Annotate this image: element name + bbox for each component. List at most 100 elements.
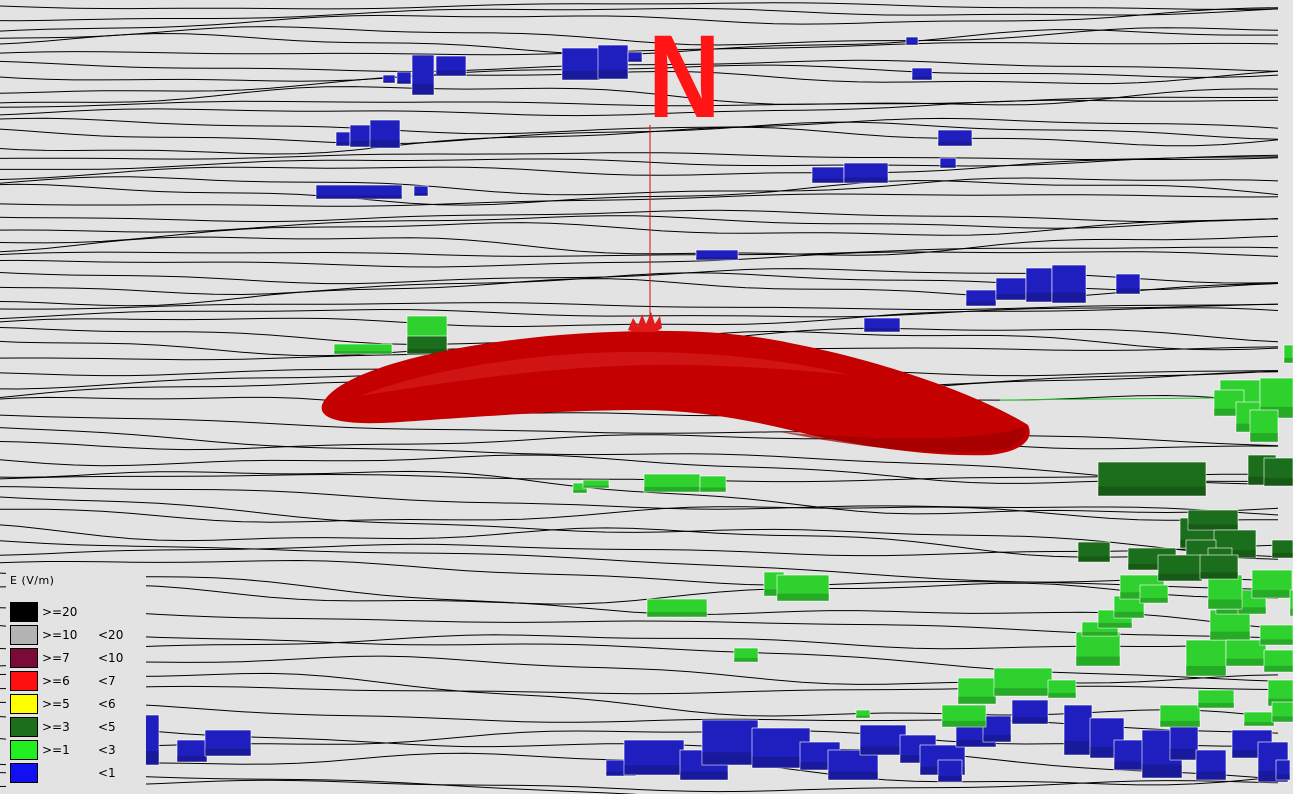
north-marker: N: [648, 11, 721, 143]
building: [1275, 759, 1291, 781]
contour-line: [0, 524, 1279, 560]
contour-line: [0, 496, 1279, 558]
contour-line: [0, 303, 1279, 320]
contour-line: [0, 672, 1279, 718]
building: [1075, 631, 1121, 667]
contour-line: [0, 572, 1279, 629]
building: [1063, 704, 1093, 756]
building: [1263, 649, 1293, 673]
contour-line: [0, 454, 1279, 484]
building: [335, 131, 351, 147]
contour-line: [0, 70, 1279, 94]
building: [204, 729, 252, 757]
building: [1199, 554, 1239, 580]
building: [1283, 344, 1293, 364]
contour-line: [0, 427, 1279, 486]
legend-swatch: [10, 671, 38, 691]
building: [911, 67, 933, 81]
contour-line: [0, 209, 1279, 223]
building: [1197, 689, 1235, 709]
building: [905, 36, 919, 46]
building: [982, 715, 1012, 743]
legend-max-label: <10: [98, 651, 124, 665]
building: [1249, 409, 1279, 443]
building: [1251, 569, 1293, 599]
building: [957, 677, 997, 705]
contour-line: [0, 582, 1279, 605]
contour-line: [0, 634, 1279, 651]
building: [382, 74, 396, 84]
contour-line: [0, 701, 1279, 734]
building: [1195, 749, 1227, 781]
building: [1187, 509, 1239, 531]
building: [315, 184, 403, 200]
contour-line: [0, 246, 1279, 257]
field-pattern-lobe: [321, 312, 1030, 456]
legend-min-label: >=3: [42, 720, 70, 734]
field-pattern-lobe-body: [321, 330, 1030, 456]
contour-line: [0, 625, 1279, 682]
field-strength-legend: E (V/m) >=20 >=10 <20 >=7 <10 >=6 <7 >=5…: [6, 572, 146, 790]
contour-line: [0, 7, 1279, 32]
building: [411, 54, 435, 96]
legend-row: >=3 <5: [10, 717, 146, 737]
contour-line: [0, 473, 1279, 483]
building: [843, 162, 889, 184]
building: [1011, 699, 1049, 725]
building: [1077, 541, 1111, 563]
contour-line: [0, 543, 1279, 557]
building: [1243, 711, 1275, 727]
building: [941, 704, 987, 728]
contour-line: [0, 157, 1279, 180]
contour-line: [0, 96, 1279, 108]
building: [939, 157, 957, 169]
building: [1209, 609, 1251, 641]
building: [1139, 584, 1169, 604]
building: [993, 667, 1053, 697]
building: [695, 249, 739, 261]
contour-line: [0, 607, 1279, 639]
legend-min-label: >=20: [42, 605, 78, 619]
legend-swatch: [10, 717, 38, 737]
building: [937, 759, 963, 783]
contour-line: [0, 772, 638, 794]
building: [1051, 264, 1087, 304]
building: [965, 289, 997, 307]
contour-line: [0, 251, 1279, 268]
legend-row: <1: [10, 763, 146, 783]
contour-line: [0, 117, 1279, 135]
building: [176, 739, 208, 763]
building: [1115, 273, 1141, 295]
contour-line: [0, 540, 1279, 590]
contour-line: [0, 434, 1279, 451]
building: [333, 343, 393, 355]
building: [701, 719, 759, 766]
legend-max-label: <3: [98, 743, 116, 757]
contour-line: [0, 394, 1279, 417]
contour-line: [0, 215, 1279, 233]
legend-swatch: [10, 694, 38, 714]
building: [733, 647, 759, 663]
building: [646, 598, 708, 618]
building: [811, 166, 845, 184]
building: [1097, 461, 1207, 497]
contour-line: [0, 26, 1279, 46]
contour-line: [0, 152, 1279, 161]
contour-line: [0, 470, 1279, 515]
building: [1271, 539, 1293, 559]
contour-line: [0, 126, 1279, 155]
contour-line: [0, 86, 1279, 106]
building: [1207, 574, 1243, 610]
building: [1185, 639, 1227, 677]
contour-line: [0, 156, 1279, 170]
building: [623, 739, 685, 776]
legend-row: >=6 <7: [10, 671, 146, 691]
legend-min-label: >=10: [42, 628, 78, 642]
building: [597, 44, 629, 80]
antenna-tip-sparkle: [628, 312, 662, 332]
contour-line: [0, 559, 1279, 586]
building: [1271, 701, 1293, 723]
building: [1025, 267, 1053, 303]
building: [1113, 739, 1145, 771]
